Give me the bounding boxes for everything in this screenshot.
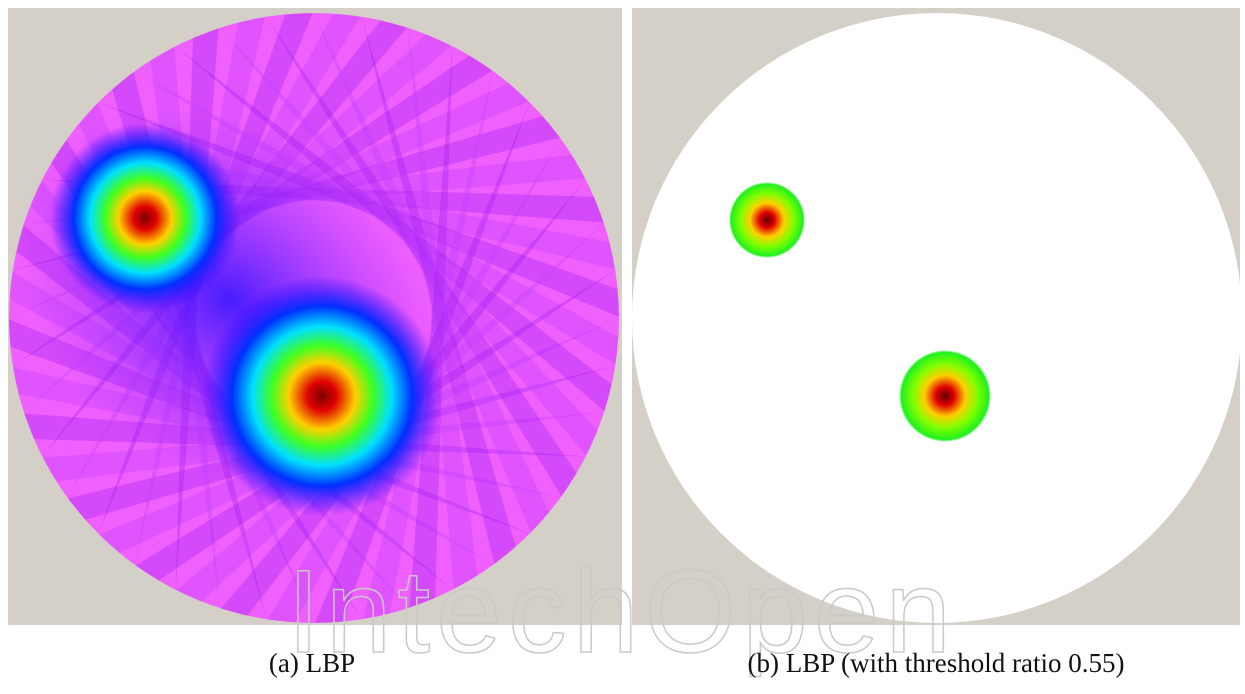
streak (361, 16, 516, 564)
panel-b-hotspot (729, 182, 805, 258)
caption: (b) LBP (with threshold ratio 0.55) (748, 648, 1125, 678)
panel-a-hotspot (50, 123, 240, 313)
panel-b-disc (632, 13, 1242, 623)
streak (408, 27, 478, 590)
panel-b-hotspot (899, 350, 991, 442)
streak (219, 27, 598, 456)
streak (314, 13, 550, 533)
watermark: IntechOpen (287, 546, 957, 678)
panel-a-hotspot (202, 276, 442, 516)
streak (266, 16, 577, 497)
caption: (a) LBP (269, 648, 355, 678)
